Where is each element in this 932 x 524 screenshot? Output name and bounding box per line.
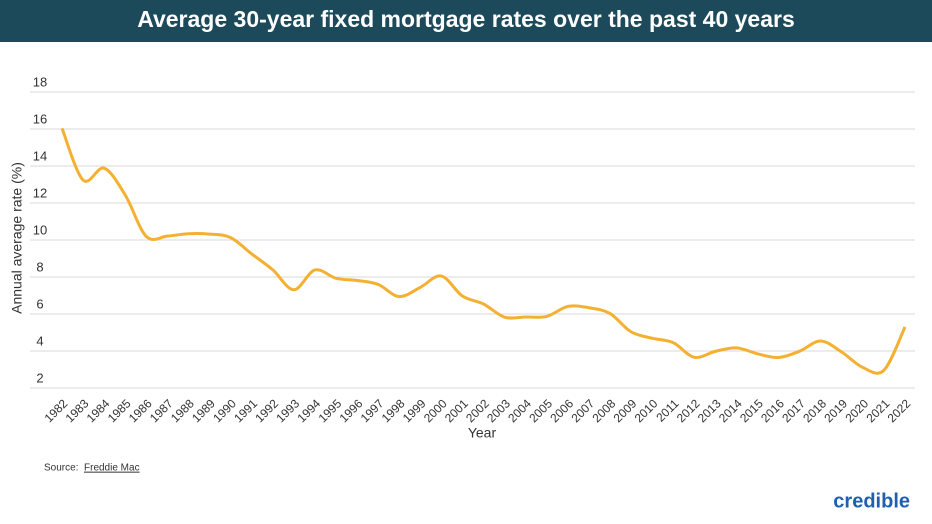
y-tick-label: 14: [33, 148, 47, 163]
y-tick-label: 10: [33, 222, 47, 237]
x-tick-label: 2022: [885, 396, 914, 425]
x-axis-title: Year: [468, 425, 497, 441]
y-tick-label: 2: [36, 370, 43, 385]
y-tick-label: 4: [36, 333, 43, 348]
y-tick-label: 18: [33, 74, 47, 89]
source-link[interactable]: Freddie Mac: [84, 463, 140, 474]
y-tick-label: 16: [33, 111, 47, 126]
y-axis-title: Annual average rate (%): [9, 162, 25, 314]
chart-title: Average 30-year fixed mortgage rates ove…: [137, 6, 795, 32]
brand-logo: credible: [833, 490, 910, 512]
rate-line: [60, 127, 907, 375]
y-tick-label: 6: [36, 296, 43, 311]
y-tick-label: 12: [33, 185, 47, 200]
y-tick-label: 8: [36, 259, 43, 274]
title-band: [0, 0, 932, 42]
source-prefix: Source:: [44, 463, 78, 474]
